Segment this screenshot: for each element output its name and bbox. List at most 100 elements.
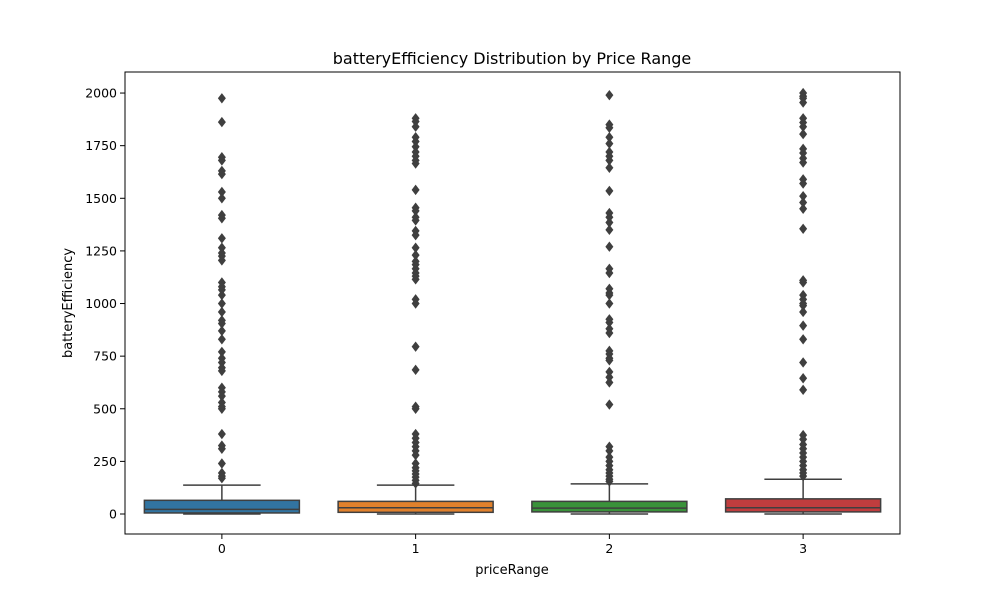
y-tick-label: 1500: [85, 191, 117, 206]
outlier-point: [411, 116, 420, 127]
outlier-point: [605, 377, 614, 388]
outlier-point: [799, 384, 808, 396]
outlier-point: [217, 186, 226, 198]
box-group-1: [337, 113, 494, 515]
chart-title: batteryEfficiency Distribution by Price …: [333, 49, 692, 68]
outlier-point: [605, 267, 614, 279]
outlier-point: [799, 306, 808, 318]
outlier-point: [799, 147, 808, 159]
outlier-point: [605, 132, 614, 143]
outlier-point: [799, 357, 808, 368]
outlier-point: [217, 93, 226, 104]
outlier-point: [217, 284, 226, 296]
iqr-box: [724, 498, 882, 513]
outlier-point: [217, 168, 226, 180]
y-tick-label: 1000: [85, 296, 117, 311]
plot-area: [143, 87, 882, 515]
box-group-2: [531, 89, 688, 515]
outlier-point: [411, 478, 420, 489]
plot-frame: [124, 71, 901, 535]
outlier-point: [217, 306, 226, 318]
y-axis-label: batteryEfficiency: [61, 248, 76, 358]
outlier-point: [605, 327, 614, 339]
outlier-point: [217, 289, 226, 301]
outlier-point: [605, 224, 614, 236]
outlier-point: [799, 157, 808, 168]
outlier-point: [217, 346, 226, 358]
outlier-point: [605, 399, 614, 410]
outlier-point: [217, 242, 226, 253]
x-axis-label: priceRange: [475, 563, 549, 578]
outlier-point: [217, 334, 226, 345]
outlier-point: [217, 325, 226, 337]
outlier-point: [605, 317, 614, 328]
outlier-point: [799, 121, 808, 132]
outlier-point: [605, 476, 614, 487]
outlier-point: [799, 197, 808, 208]
outlier-point: [605, 138, 614, 149]
outlier-point: [217, 473, 226, 484]
outlier-point: [411, 141, 420, 152]
y-tick-label: 750: [93, 349, 117, 364]
outlier-point: [411, 242, 420, 253]
outlier-point: [217, 233, 226, 244]
box-group-3: [724, 87, 882, 515]
outlier-point: [411, 249, 420, 261]
outlier-point: [217, 403, 226, 414]
outlier-point: [605, 217, 614, 228]
x-tick-label: 0: [218, 541, 226, 556]
y-tick-label: 0: [109, 507, 117, 522]
outlier-point: [605, 298, 614, 309]
outlier-point: [217, 155, 226, 166]
outlier-point: [799, 178, 808, 189]
outlier-point: [411, 364, 420, 376]
outlier-point: [605, 212, 614, 223]
y-tick-label: 1250: [85, 243, 117, 258]
outlier-point: [799, 97, 808, 108]
outlier-point: [799, 190, 808, 202]
outlier-point: [605, 366, 614, 378]
outlier-point: [411, 215, 420, 226]
outlier-point: [217, 365, 226, 377]
x-tick-label: 1: [412, 541, 420, 556]
outlier-point: [605, 241, 614, 252]
outlier-point: [217, 428, 226, 440]
outlier-point: [799, 128, 808, 140]
outlier-point: [799, 277, 808, 288]
outlier-point: [217, 458, 226, 469]
y-tick-label: 2000: [85, 86, 117, 101]
outlier-point: [217, 357, 226, 368]
outlier-point: [411, 158, 420, 169]
y-axis: 0 250 500 750 1000 1250 1500 1750 2000: [85, 86, 125, 522]
outlier-point: [605, 122, 614, 133]
outlier-point: [217, 390, 226, 402]
outlier-point: [411, 403, 420, 414]
outlier-point: [605, 185, 614, 197]
outlier-point: [799, 203, 808, 215]
iqr-box: [143, 499, 301, 514]
outlier-point: [411, 229, 420, 241]
outlier-point: [799, 223, 808, 235]
outlier-point: [411, 341, 420, 352]
x-tick-label: 3: [799, 541, 807, 556]
outlier-point: [411, 449, 420, 461]
outlier-point: [217, 193, 226, 204]
x-tick-label: 2: [605, 541, 613, 556]
outlier-point: [217, 255, 226, 266]
outlier-point: [217, 443, 226, 454]
outlier-point: [799, 334, 808, 345]
outlier-point: [411, 274, 420, 285]
y-tick-label: 500: [93, 401, 117, 416]
outlier-point: [411, 184, 420, 196]
outlier-point: [411, 136, 420, 147]
outlier-point: [411, 298, 420, 309]
iqr-box: [531, 500, 688, 513]
outlier-point: [799, 434, 808, 445]
outlier-point: [411, 205, 420, 217]
outlier-point: [217, 213, 226, 224]
y-tick-label: 250: [93, 454, 117, 469]
iqr-box: [337, 500, 494, 514]
x-axis: 0 1 2 3: [218, 534, 807, 556]
outlier-point: [217, 298, 226, 309]
